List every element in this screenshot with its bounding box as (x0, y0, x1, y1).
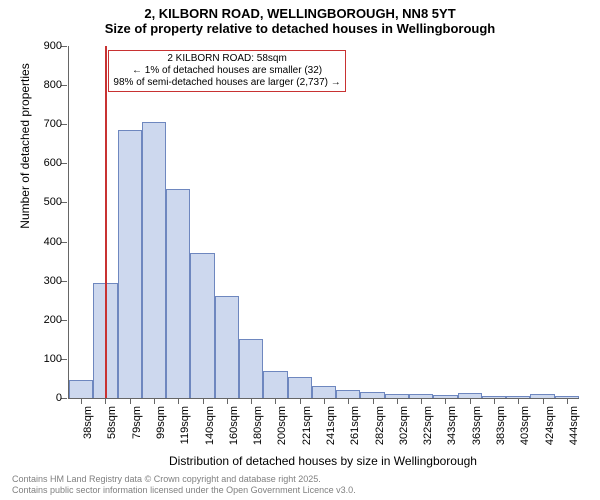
x-tick-label: 363sqm (471, 406, 483, 456)
y-tick-label: 400 (32, 236, 62, 248)
x-tick-label: 383sqm (495, 406, 507, 456)
plot-area: 2 KILBORN ROAD: 58sqm← 1% of detached ho… (68, 46, 579, 399)
y-tick-label: 600 (32, 157, 62, 169)
x-tick (518, 399, 519, 404)
x-tick (470, 399, 471, 404)
x-tick-label: 322sqm (422, 406, 434, 456)
x-tick (227, 399, 228, 404)
y-tick-label: 900 (32, 40, 62, 52)
histogram-bar (506, 396, 530, 398)
annotation-line: ← 1% of detached houses are smaller (32) (113, 65, 340, 77)
x-tick-label: 444sqm (568, 406, 580, 456)
x-tick-label: 180sqm (252, 406, 264, 456)
x-tick-label: 140sqm (204, 406, 216, 456)
histogram-bar (312, 386, 336, 398)
x-axis-label: Distribution of detached houses by size … (68, 454, 578, 468)
footer-attribution: Contains HM Land Registry data © Crown c… (12, 474, 356, 496)
x-tick-label: 221sqm (301, 406, 313, 456)
y-tick-label: 300 (32, 275, 62, 287)
chart-container: 2, KILBORN ROAD, WELLINGBOROUGH, NN8 5YT… (0, 0, 600, 500)
x-tick (445, 399, 446, 404)
y-tick-label: 700 (32, 118, 62, 130)
x-tick-label: 424sqm (544, 406, 556, 456)
x-tick-label: 38sqm (82, 406, 94, 456)
x-tick-label: 241sqm (325, 406, 337, 456)
x-tick (81, 399, 82, 404)
y-tick-label: 100 (32, 353, 62, 365)
x-tick-label: 282sqm (374, 406, 386, 456)
x-tick-label: 200sqm (276, 406, 288, 456)
chart-title-line1: 2, KILBORN ROAD, WELLINGBOROUGH, NN8 5YT (0, 0, 600, 21)
y-axis-label: Number of detached properties (18, 0, 32, 322)
histogram-bar (385, 394, 409, 398)
x-tick-label: 160sqm (228, 406, 240, 456)
histogram-bar (190, 253, 214, 398)
y-tick-label: 0 (32, 392, 62, 404)
x-tick-label: 99sqm (155, 406, 167, 456)
footer-line2: Contains public sector information licen… (12, 485, 356, 496)
x-tick (203, 399, 204, 404)
x-tick (421, 399, 422, 404)
annotation-line: 2 KILBORN ROAD: 58sqm (113, 53, 340, 65)
x-tick (154, 399, 155, 404)
histogram-bar (555, 396, 579, 398)
histogram-bar (458, 393, 482, 398)
x-tick (251, 399, 252, 404)
x-tick-label: 343sqm (446, 406, 458, 456)
annotation-box: 2 KILBORN ROAD: 58sqm← 1% of detached ho… (108, 50, 345, 92)
chart-title-line2: Size of property relative to detached ho… (0, 21, 600, 36)
histogram-bar (263, 371, 287, 398)
x-tick-label: 58sqm (106, 406, 118, 456)
histogram-bar (239, 339, 263, 398)
histogram-bar (336, 390, 360, 398)
annotation-line: 98% of semi-detached houses are larger (… (113, 77, 340, 89)
histogram-bar (360, 392, 384, 398)
x-tick (178, 399, 179, 404)
x-tick (300, 399, 301, 404)
reference-line (105, 46, 107, 398)
histogram-bar (409, 394, 433, 398)
histogram-bar (215, 296, 239, 398)
x-tick-label: 403sqm (519, 406, 531, 456)
x-tick (130, 399, 131, 404)
histogram-bar (288, 377, 312, 399)
x-tick (494, 399, 495, 404)
x-tick (397, 399, 398, 404)
x-tick (373, 399, 374, 404)
x-tick (324, 399, 325, 404)
x-tick (543, 399, 544, 404)
x-tick-label: 119sqm (179, 406, 191, 456)
y-tick-label: 800 (32, 79, 62, 91)
x-tick-label: 261sqm (349, 406, 361, 456)
histogram-bar (142, 122, 166, 398)
x-tick (105, 399, 106, 404)
x-tick-label: 302sqm (398, 406, 410, 456)
histogram-bar (433, 395, 457, 398)
y-tick-label: 200 (32, 314, 62, 326)
histogram-bar (482, 396, 506, 398)
x-tick (275, 399, 276, 404)
y-tick-label: 500 (32, 196, 62, 208)
histogram-bar (530, 394, 554, 398)
x-tick (348, 399, 349, 404)
footer-line1: Contains HM Land Registry data © Crown c… (12, 474, 356, 485)
histogram-bar (166, 189, 190, 398)
x-tick-label: 79sqm (131, 406, 143, 456)
histogram-bar (118, 130, 142, 398)
x-tick (567, 399, 568, 404)
histogram-bar (69, 380, 93, 398)
